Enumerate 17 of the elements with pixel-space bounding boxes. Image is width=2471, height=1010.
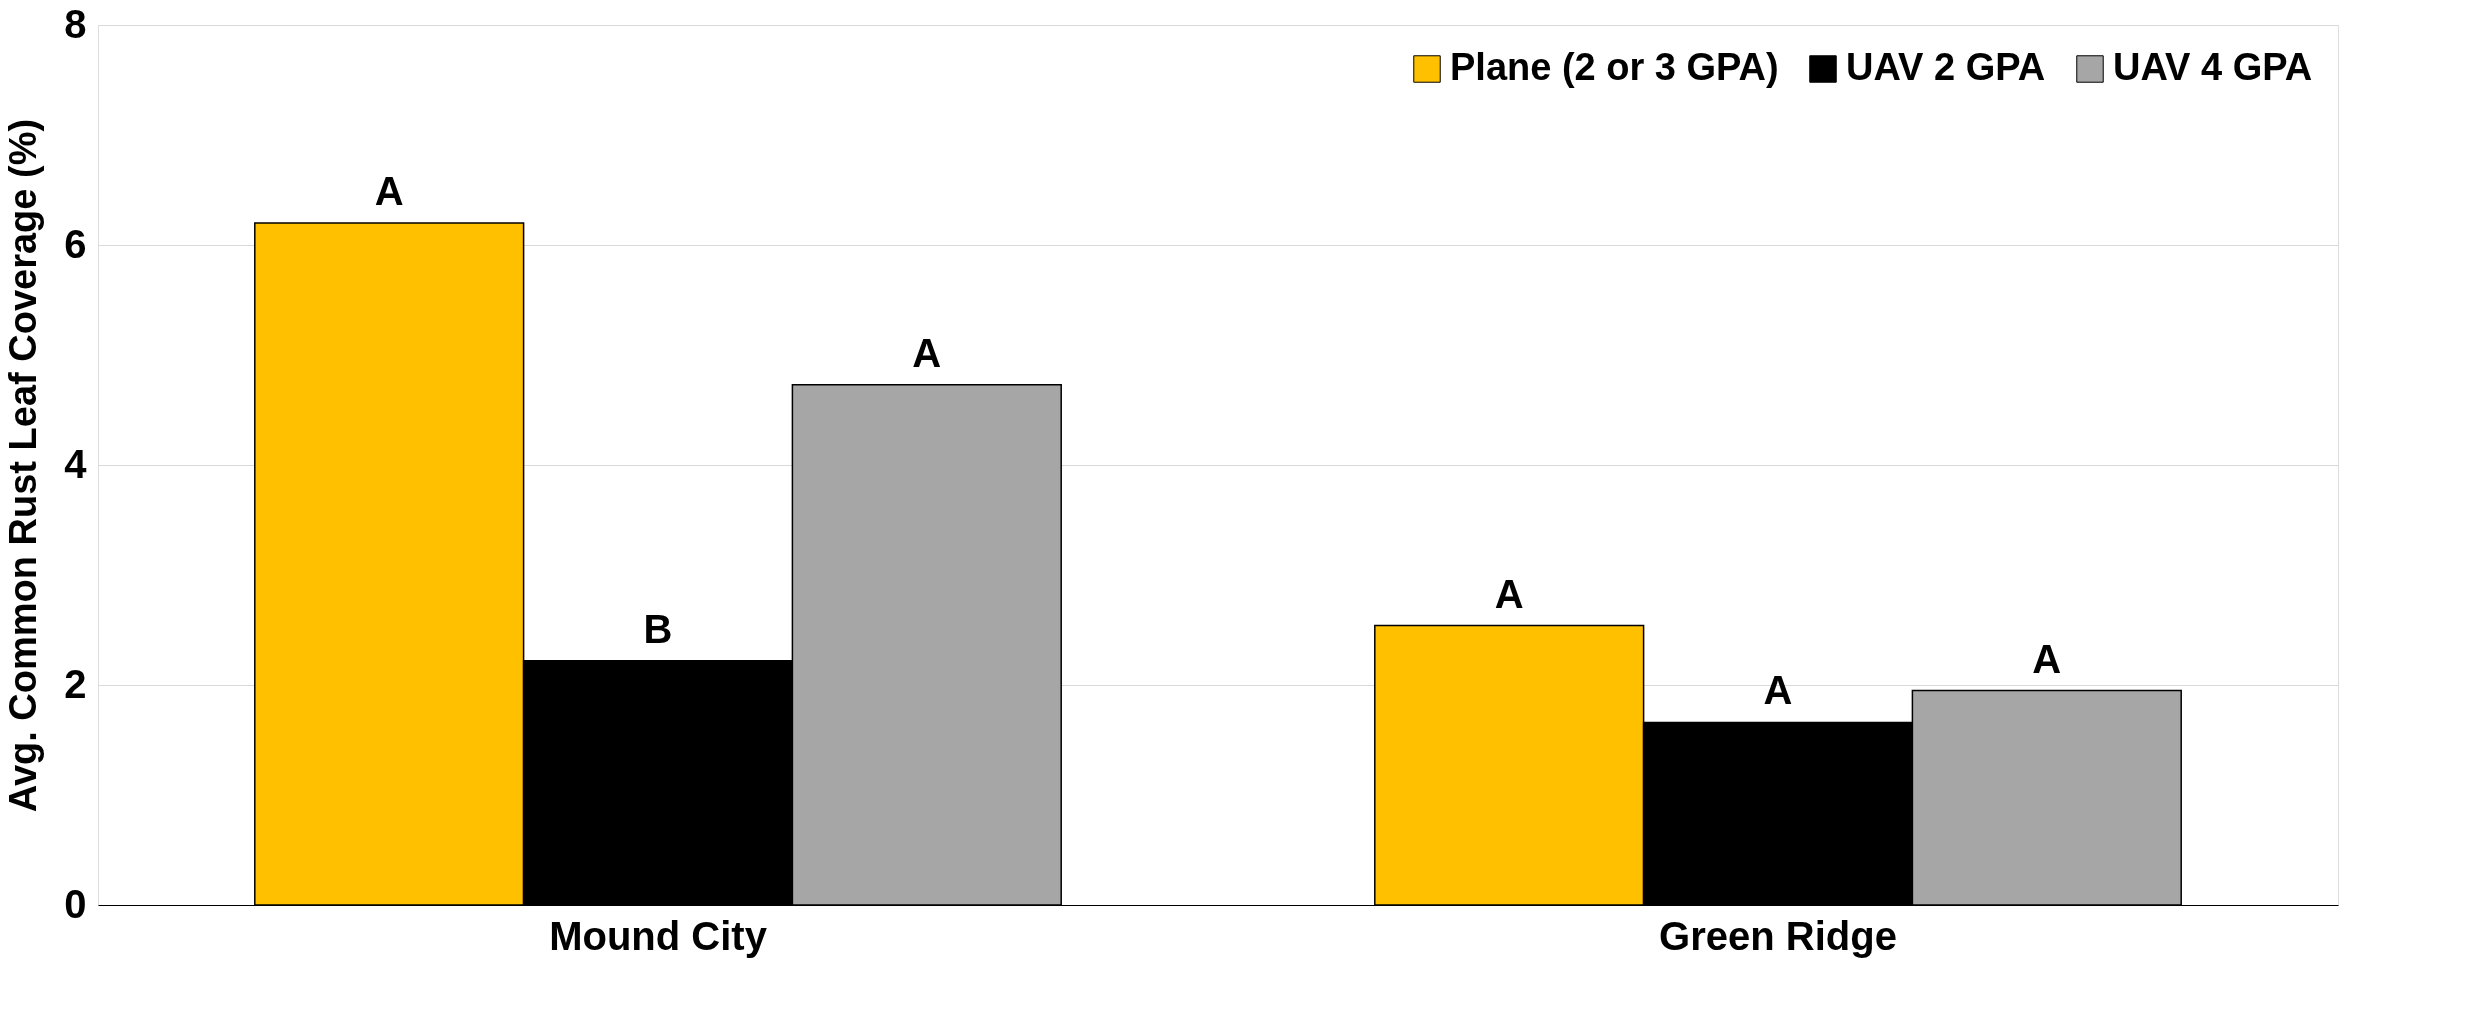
data-label: A <box>1494 571 1524 616</box>
x-tick-label: Mound City <box>549 913 768 958</box>
data-label: A <box>1763 668 1793 713</box>
y-tick-label: 4 <box>64 441 88 486</box>
data-label: A <box>374 169 404 213</box>
legend-label: Plane (2 or 3 GPA) <box>1450 46 1779 88</box>
y-tick-label: 8 <box>64 1 87 46</box>
legend-label: UAV 2 GPA <box>1846 46 2046 88</box>
x-tick-label: Green Ridge <box>1659 913 1897 958</box>
y-tick-label: 0 <box>64 881 87 926</box>
legend-label: UAV 4 GPA <box>2113 46 2313 88</box>
data-label: A <box>912 330 942 375</box>
y-tick-label: 6 <box>64 221 87 266</box>
y-axis-title: Avg. Common Rust Leaf Coverage (%) <box>2 118 45 813</box>
data-label: A <box>2032 636 2062 681</box>
data-label: B <box>643 606 673 651</box>
y-tick-label: 2 <box>64 661 87 706</box>
